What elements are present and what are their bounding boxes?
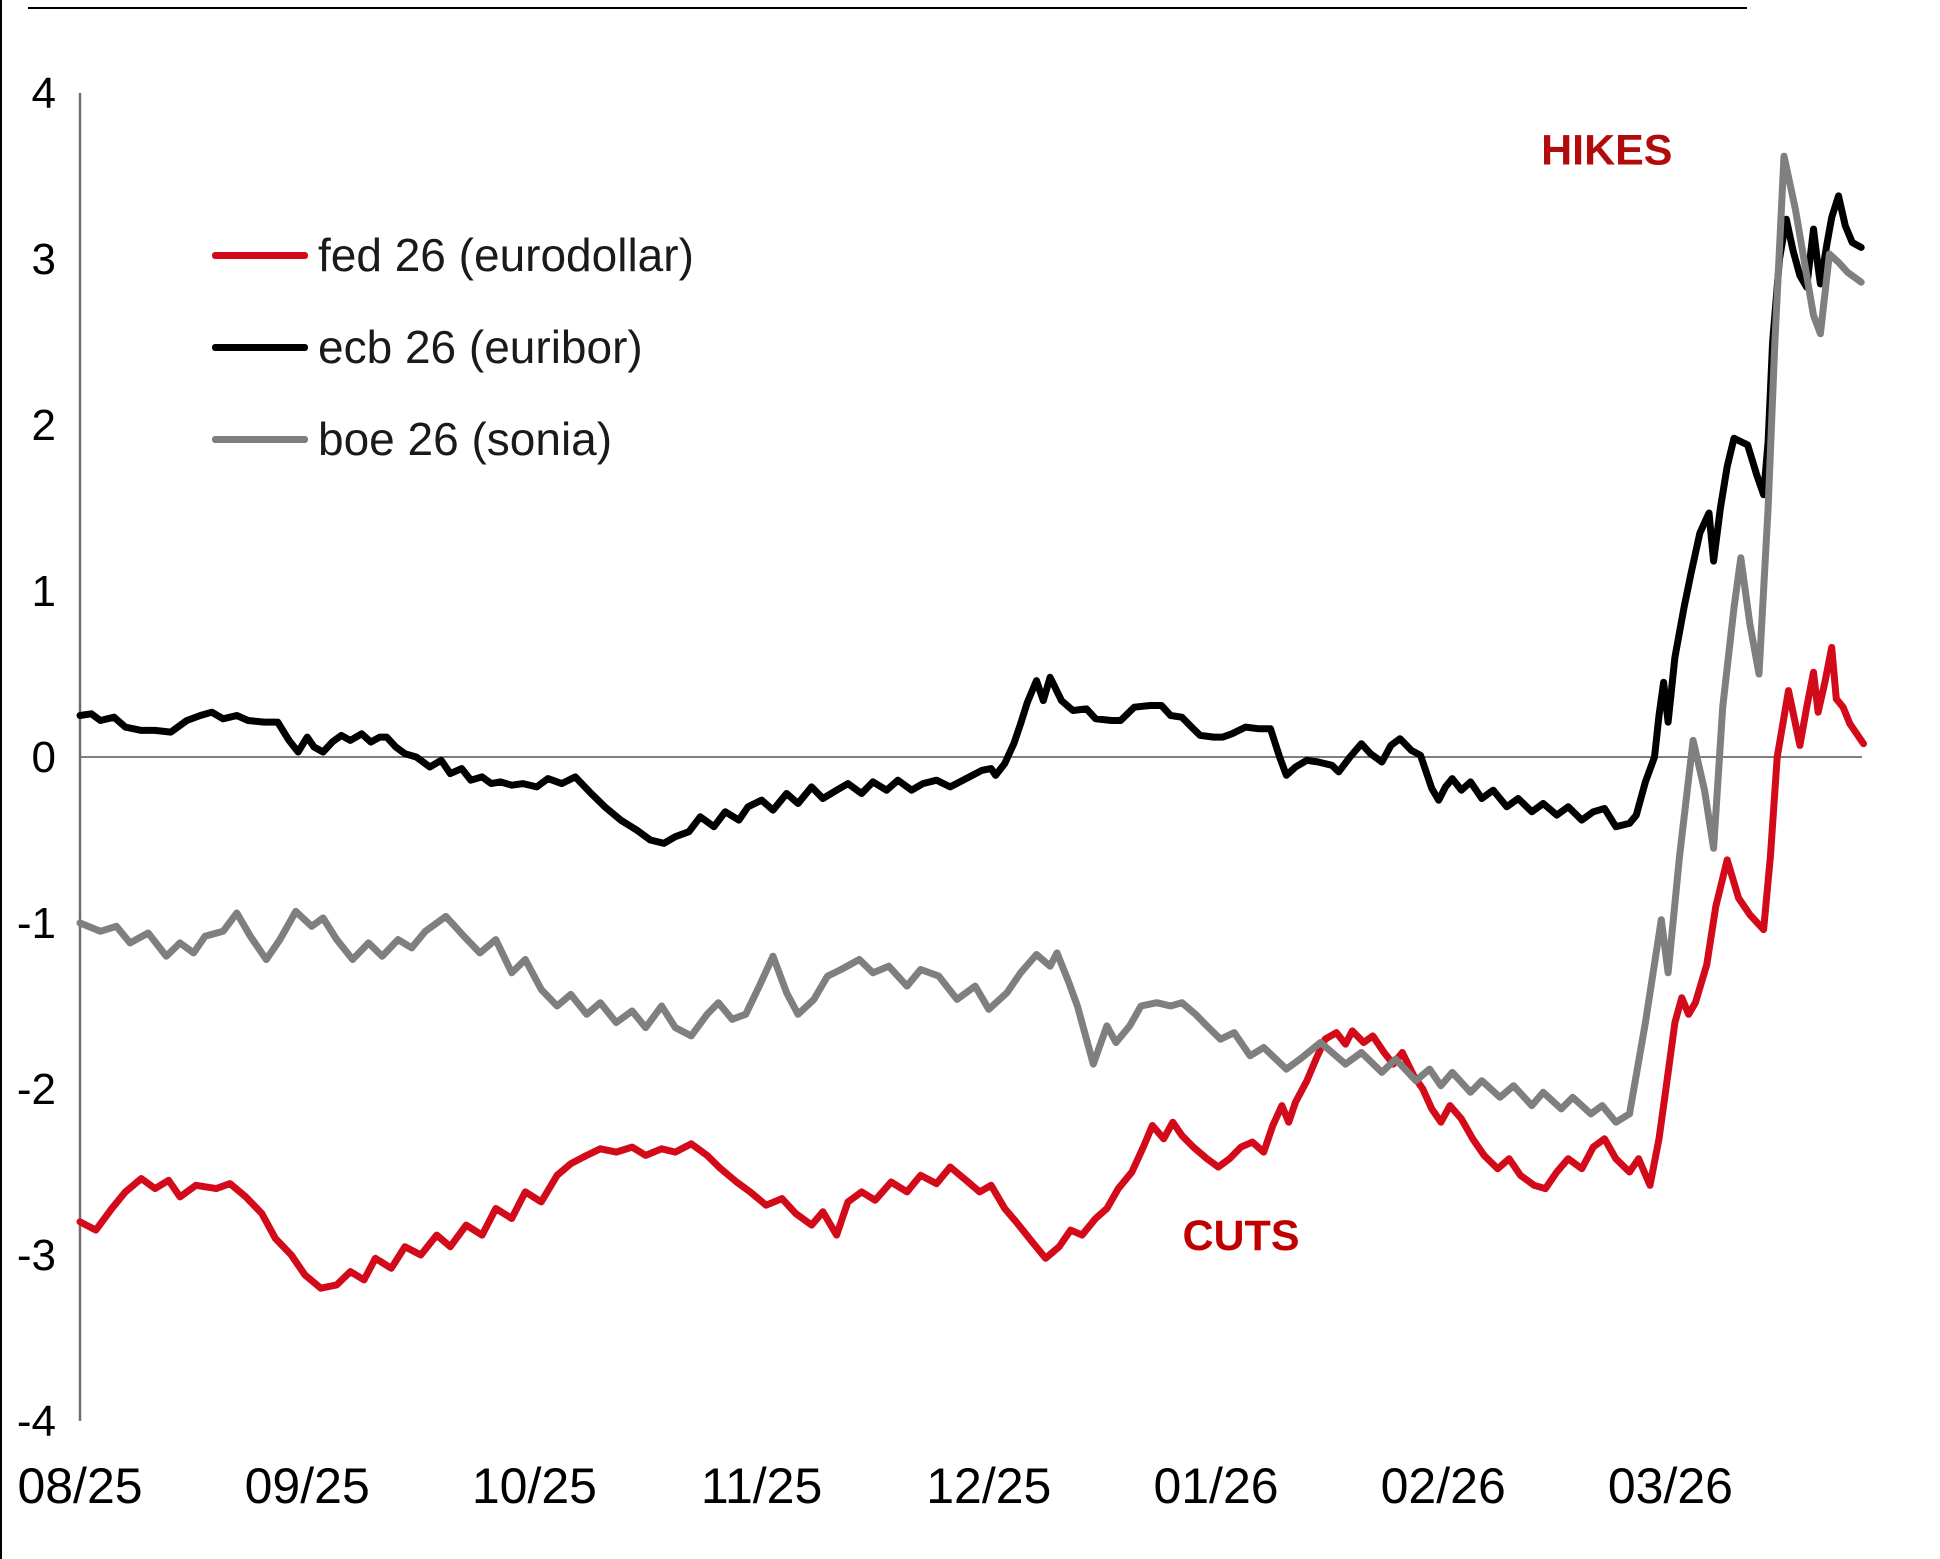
legend-label-boe: boe 26 (sonia) <box>318 413 613 465</box>
y-tick-label: 3 <box>32 235 56 284</box>
legend-item-fed: fed 26 (eurodollar) <box>212 209 852 301</box>
y-tick-label: 0 <box>32 733 56 782</box>
fed-line <box>76 643 1867 1292</box>
y-tick-label: -1 <box>17 899 56 948</box>
ecb-line <box>76 192 1865 847</box>
y-tick-label: 2 <box>32 401 56 450</box>
x-tick-label: 02/26 <box>1381 1458 1506 1514</box>
y-tick-label: -2 <box>17 1065 56 1114</box>
y-tick-label: -3 <box>17 1231 56 1280</box>
chart-frame-top-border <box>28 7 1747 9</box>
y-tick-label: -4 <box>17 1397 56 1446</box>
x-tick-label: 12/25 <box>926 1458 1051 1514</box>
legend: fed 26 (eurodollar) ecb 26 (euribor) boe… <box>212 209 852 485</box>
legend-label-fed: fed 26 (eurodollar) <box>318 229 694 281</box>
x-tick-label: 03/26 <box>1608 1458 1733 1514</box>
chart-frame-left-border <box>0 0 2 1559</box>
x-tick-label: 01/26 <box>1153 1458 1278 1514</box>
ecb-line-swatch <box>212 343 308 351</box>
x-tick-label: 11/25 <box>701 1458 822 1514</box>
y-tick-label: 1 <box>32 567 56 616</box>
boe-line <box>76 152 1865 1126</box>
boe-line-swatch <box>212 435 308 443</box>
x-tick-label: 09/25 <box>245 1458 370 1514</box>
x-tick-label: 08/25 <box>17 1458 142 1514</box>
annotation-cuts: CUTS <box>1182 1212 1299 1260</box>
x-tick-label: 10/25 <box>472 1458 597 1514</box>
annotation-hikes: HIKES <box>1541 126 1672 174</box>
legend-item-ecb: ecb 26 (euribor) <box>212 301 852 393</box>
legend-label-ecb: ecb 26 (euribor) <box>318 321 643 373</box>
legend-item-boe: boe 26 (sonia) <box>212 393 852 485</box>
y-tick-label: 4 <box>32 69 56 118</box>
fed-line-swatch <box>212 251 308 259</box>
